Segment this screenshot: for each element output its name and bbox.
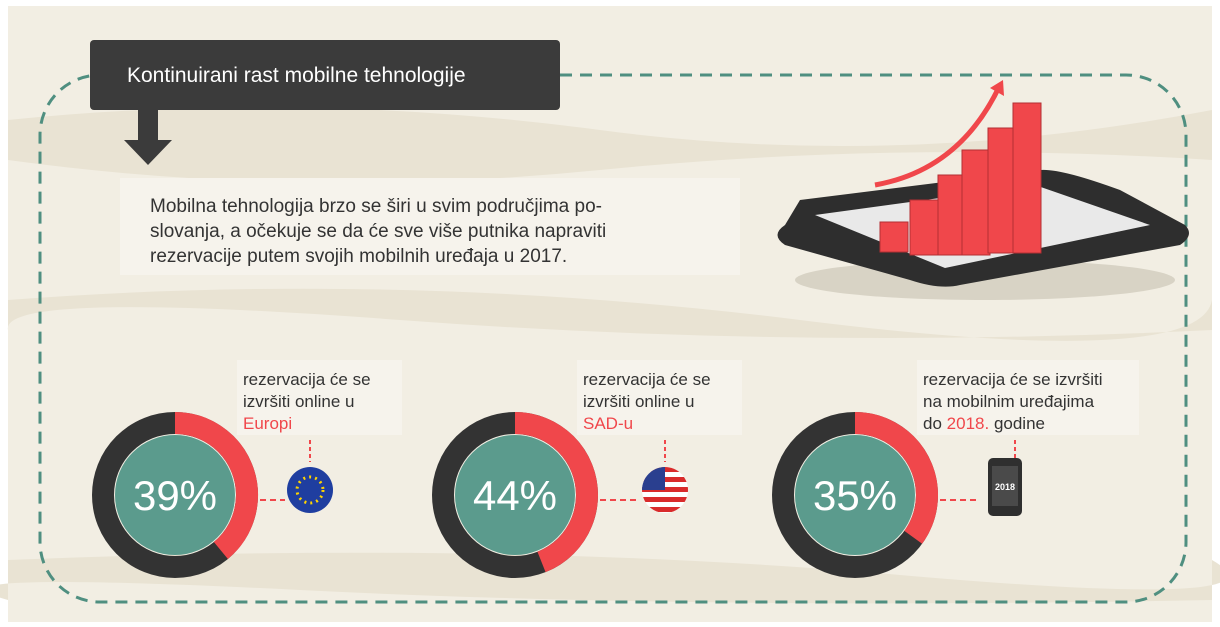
caption-line: na mobilnim uređajima [923,392,1095,411]
caption-box [577,360,742,435]
caption-highlight: Europi [243,414,292,433]
phone-icon [988,458,1022,516]
donut-arc [514,412,598,573]
caption-line: SAD-u [583,414,633,433]
caption-highlight: SAD-u [583,414,633,433]
donut-arc [174,412,258,559]
intro-line: slovanja, a očekuje se da će sve više pu… [150,221,606,242]
background-streaks [0,107,1220,604]
caption-prefix: do [923,414,942,433]
intro-box [120,178,740,275]
donut-value: 39% [133,472,217,519]
title: Kontinuirani rast mobilne tehnologije [127,64,466,87]
caption-highlight: 2018. [947,414,990,433]
us-flag [642,467,688,513]
dashed-frame [38,73,1188,604]
intro-line: rezervacije putem svojih mobilnih uređaj… [150,246,567,267]
caption-line: izvršiti online u [583,392,695,411]
eu-flag [287,467,333,513]
caption-line: rezervacija će se [243,370,371,389]
caption-suffix: godine [994,414,1045,433]
intro-line: Mobilna tehnologija brzo se širi u svim … [150,196,602,217]
donut-center [795,435,915,555]
phone-icon-label: 2018 [995,482,1015,492]
donut-value: 44% [473,472,557,519]
caption-line: rezervacija će se [583,370,711,389]
donut-center [455,435,575,555]
donut-arc [854,412,938,544]
caption-line: do 2018. godine [923,414,1045,433]
title-box [90,40,560,110]
title-arrow [124,110,172,165]
donut-value: 35% [813,472,897,519]
caption-box [237,360,402,435]
caption-box [917,360,1139,435]
caption-line: rezervacija će se izvršiti [923,370,1103,389]
caption-line: izvršiti online u [243,392,355,411]
caption-line: Europi [243,414,292,433]
phone-illustration [777,80,1189,300]
donut-center [115,435,235,555]
